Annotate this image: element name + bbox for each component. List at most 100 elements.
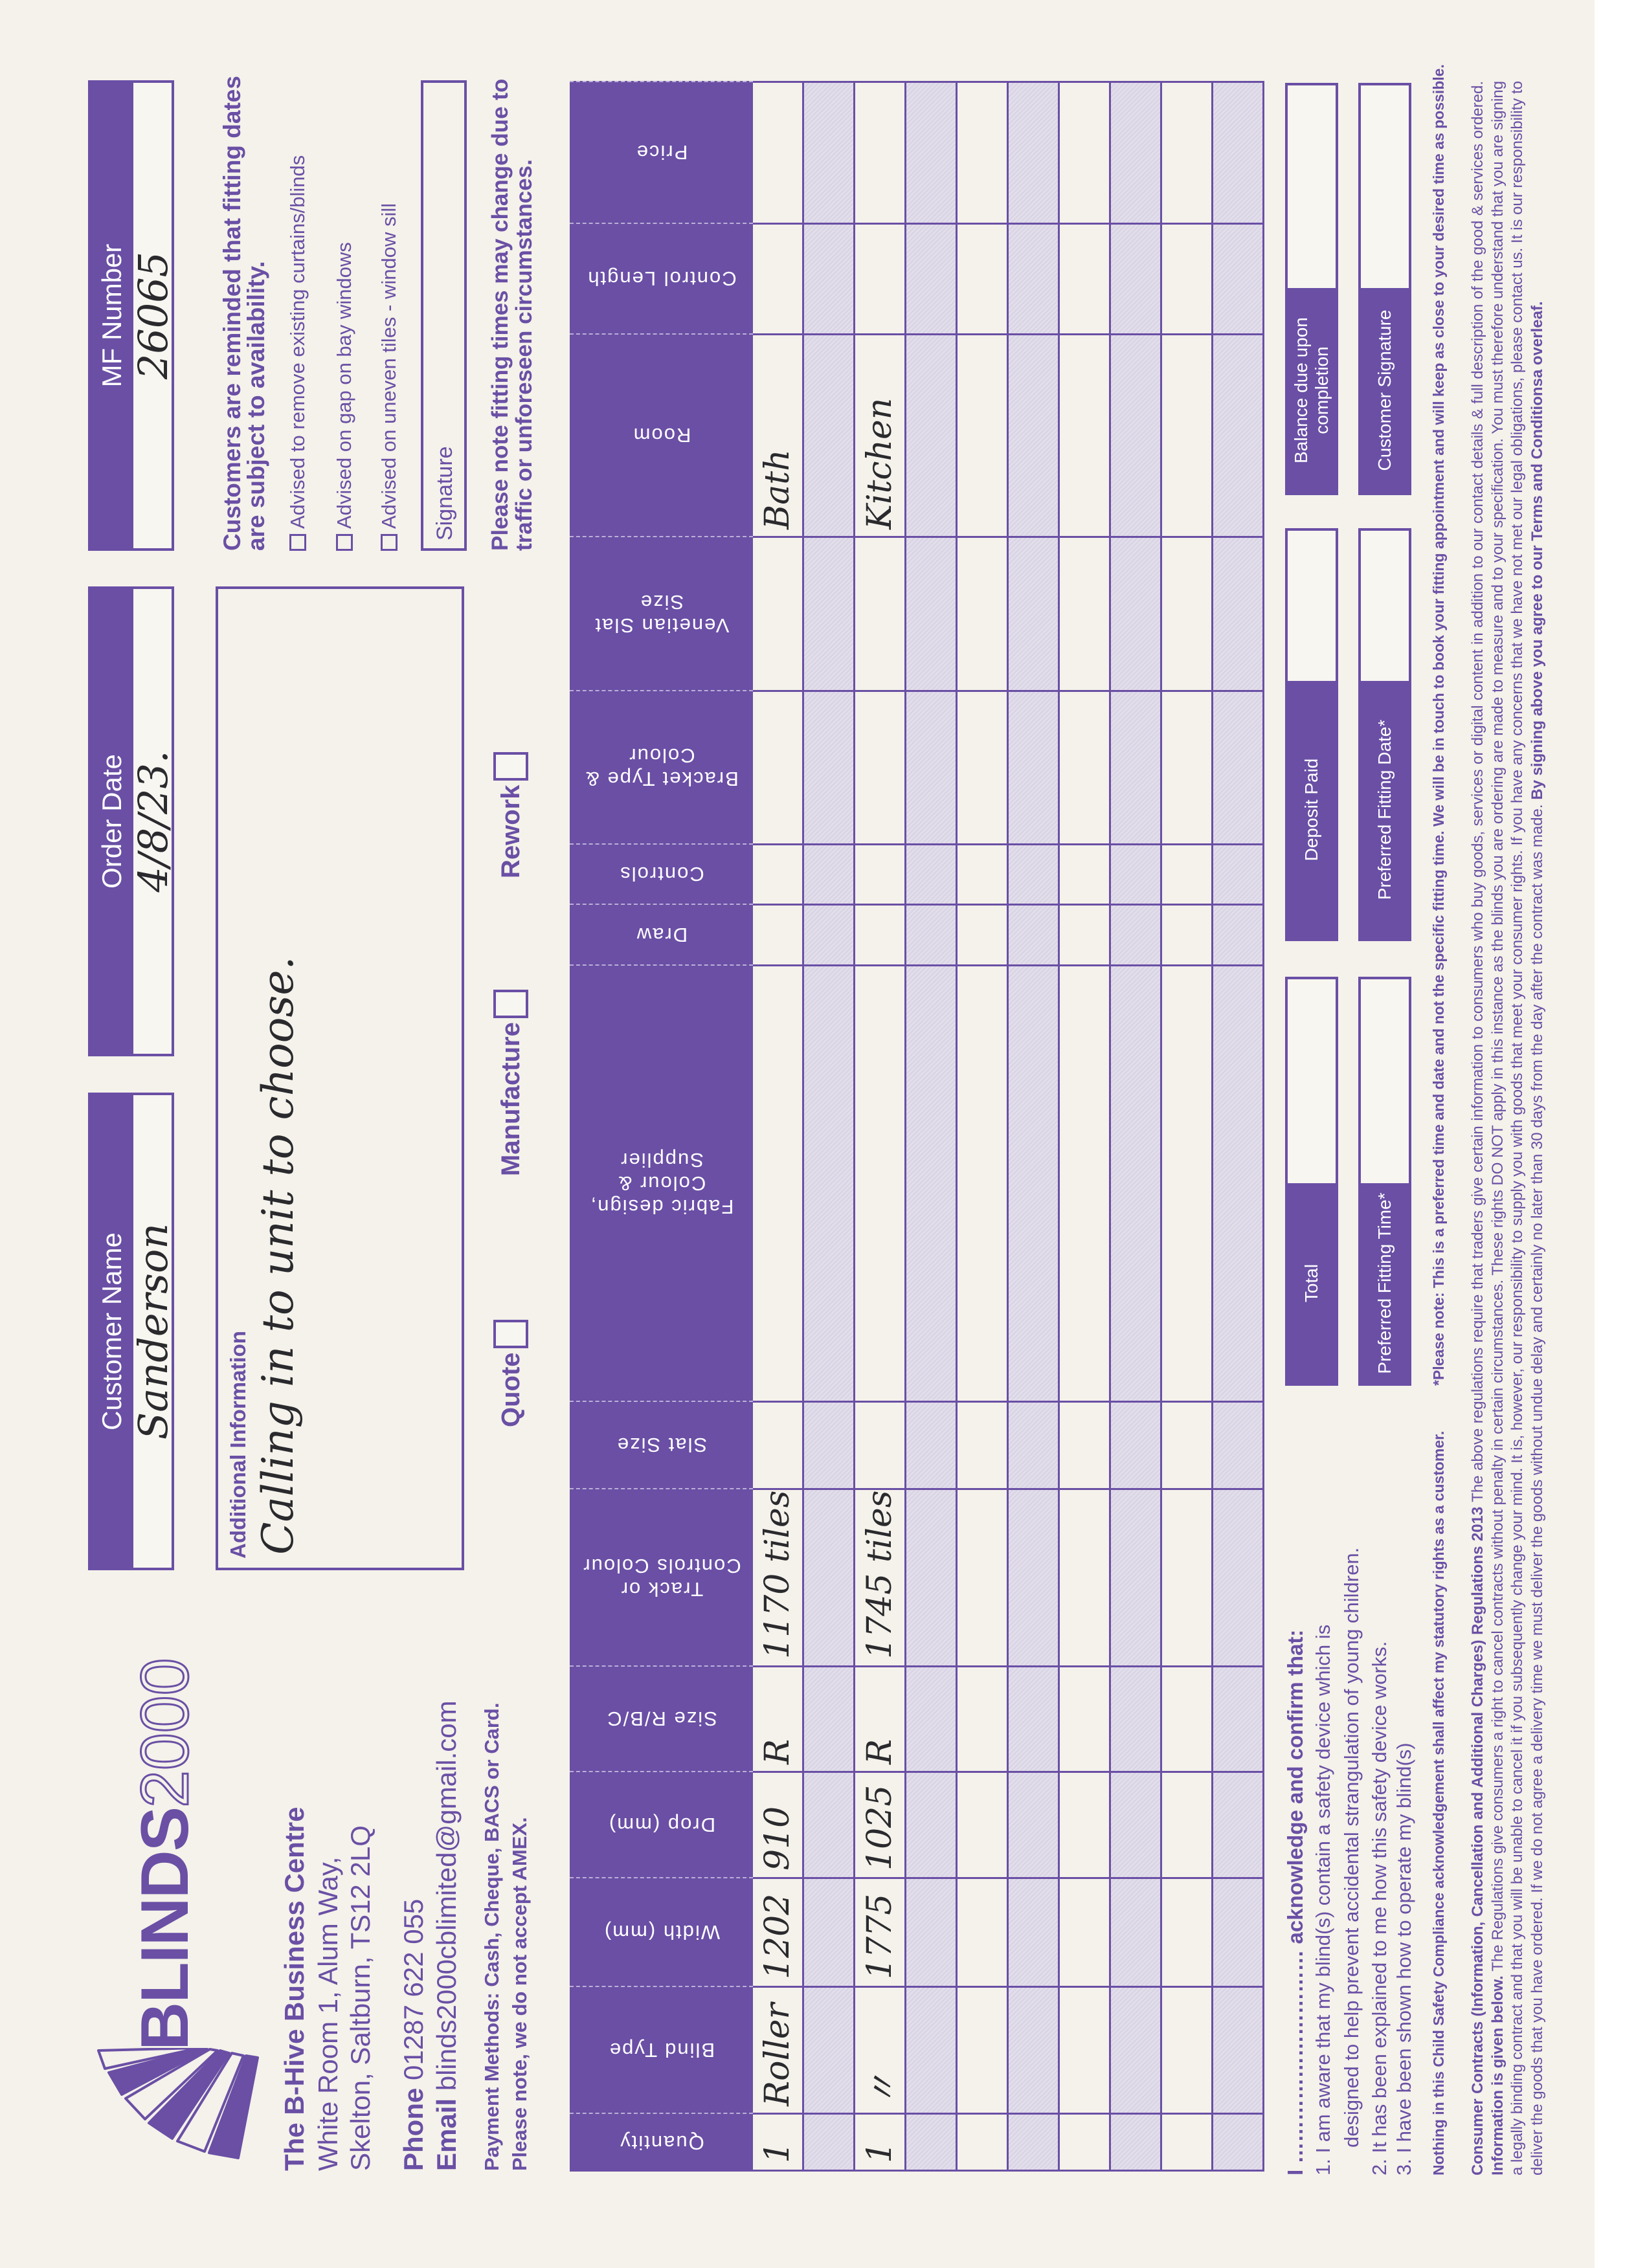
rework-option[interactable]: Rework (489, 752, 532, 878)
table-cell-draw[interactable] (804, 904, 855, 964)
balance-due-value[interactable] (1288, 85, 1336, 288)
table-cell-slat-size[interactable] (804, 1401, 855, 1488)
table-cell-control-length[interactable] (1060, 223, 1111, 333)
table-cell-venetian-slat-size[interactable] (1060, 536, 1111, 690)
table-cell-size-r-b-c[interactable] (958, 1665, 1009, 1771)
table-cell-width-mm[interactable] (1111, 1877, 1162, 1986)
table-cell-venetian-slat-size[interactable] (1111, 536, 1162, 690)
checkbox[interactable] (336, 534, 353, 551)
table-cell-room[interactable] (958, 333, 1009, 536)
preferred-fitting-time-field[interactable]: Preferred Fitting Time* (1358, 977, 1411, 1386)
table-cell-draw[interactable] (1162, 904, 1213, 964)
checklist-item[interactable]: Advised on uneven tiles - window sill (377, 203, 401, 551)
table-cell-quantity[interactable] (1111, 2113, 1162, 2172)
rework-checkbox[interactable] (493, 752, 528, 781)
table-cell-price[interactable] (1009, 81, 1060, 223)
table-cell-width-mm[interactable]: 1775 (855, 1877, 906, 1986)
table-cell-fabric-design-colour-supplier[interactable] (753, 964, 804, 1401)
table-cell-price[interactable] (1162, 81, 1213, 223)
table-cell-blind-type[interactable] (1060, 1986, 1111, 2113)
table-cell-blind-type[interactable] (958, 1986, 1009, 2113)
table-cell-quantity[interactable] (1162, 2113, 1213, 2172)
additional-info-value[interactable]: Calling in to unit to choose. (253, 956, 303, 1555)
table-cell-blind-type[interactable] (1162, 1986, 1213, 2113)
table-cell-size-r-b-c[interactable] (1060, 1665, 1111, 1771)
table-cell-control-length[interactable] (1213, 223, 1264, 333)
table-cell-fabric-design-colour-supplier[interactable] (1213, 964, 1264, 1401)
table-cell-bracket-type-colour[interactable] (1060, 690, 1111, 843)
table-cell-venetian-slat-size[interactable] (753, 536, 804, 690)
table-cell-track-or-controls-colour[interactable]: 1745 tiles (855, 1488, 906, 1665)
table-cell-quantity[interactable]: 1 (855, 2113, 906, 2172)
table-cell-slat-size[interactable] (753, 1401, 804, 1488)
table-cell-controls[interactable] (906, 843, 958, 904)
table-cell-draw[interactable] (1009, 904, 1060, 964)
table-cell-size-r-b-c[interactable] (804, 1665, 855, 1771)
table-cell-drop-mm[interactable] (1111, 1771, 1162, 1877)
table-cell-drop-mm[interactable] (1162, 1771, 1213, 1877)
table-cell-slat-size[interactable] (958, 1401, 1009, 1488)
table-cell-controls[interactable] (1060, 843, 1111, 904)
table-cell-room[interactable]: Kitchen (855, 333, 906, 536)
table-cell-venetian-slat-size[interactable] (1009, 536, 1060, 690)
table-cell-controls[interactable] (1111, 843, 1162, 904)
table-cell-blind-type[interactable] (906, 1986, 958, 2113)
table-cell-slat-size[interactable] (1111, 1401, 1162, 1488)
table-cell-drop-mm[interactable] (804, 1771, 855, 1877)
table-cell-width-mm[interactable] (1060, 1877, 1111, 1986)
table-cell-size-r-b-c[interactable] (1111, 1665, 1162, 1771)
table-cell-width-mm[interactable] (958, 1877, 1009, 1986)
table-cell-quantity[interactable] (906, 2113, 958, 2172)
table-cell-draw[interactable] (855, 904, 906, 964)
table-cell-drop-mm[interactable] (906, 1771, 958, 1877)
quote-checkbox[interactable] (493, 1320, 528, 1349)
table-cell-room[interactable] (906, 333, 958, 536)
table-cell-bracket-type-colour[interactable] (1162, 690, 1213, 843)
table-cell-control-length[interactable] (1162, 223, 1213, 333)
table-cell-bracket-type-colour[interactable] (1111, 690, 1162, 843)
table-cell-price[interactable] (1060, 81, 1111, 223)
table-cell-price[interactable] (804, 81, 855, 223)
table-cell-draw[interactable] (1111, 904, 1162, 964)
table-cell-room[interactable] (1111, 333, 1162, 536)
manufacture-checkbox[interactable] (493, 990, 528, 1019)
table-cell-fabric-design-colour-supplier[interactable] (1111, 964, 1162, 1401)
table-cell-drop-mm[interactable] (1009, 1771, 1060, 1877)
table-cell-blind-type[interactable] (804, 1986, 855, 2113)
table-cell-controls[interactable] (1213, 843, 1264, 904)
table-cell-control-length[interactable] (1111, 223, 1162, 333)
table-cell-width-mm[interactable] (804, 1877, 855, 1986)
preferred-fitting-date-value[interactable] (1361, 531, 1409, 681)
table-cell-track-or-controls-colour[interactable] (1213, 1488, 1264, 1665)
table-cell-width-mm[interactable] (1162, 1877, 1213, 1986)
quote-option[interactable]: Quote (489, 1320, 532, 1427)
table-cell-slat-size[interactable] (1213, 1401, 1264, 1488)
table-cell-venetian-slat-size[interactable] (855, 536, 906, 690)
signature-field[interactable]: Signature (421, 80, 467, 551)
deposit-paid-field[interactable]: Deposit Paid (1285, 528, 1338, 941)
table-cell-track-or-controls-colour[interactable] (1009, 1488, 1060, 1665)
table-cell-price[interactable] (855, 81, 906, 223)
table-cell-blind-type[interactable]: 〃 (855, 1986, 906, 2113)
table-cell-control-length[interactable] (906, 223, 958, 333)
table-cell-price[interactable] (1213, 81, 1264, 223)
table-cell-venetian-slat-size[interactable] (1162, 536, 1213, 690)
table-cell-size-r-b-c[interactable] (906, 1665, 958, 1771)
table-cell-controls[interactable] (753, 843, 804, 904)
table-cell-control-length[interactable] (804, 223, 855, 333)
table-cell-draw[interactable] (1213, 904, 1264, 964)
table-cell-price[interactable] (753, 81, 804, 223)
checkbox[interactable] (289, 534, 306, 551)
table-cell-blind-type[interactable]: Roller (753, 1986, 804, 2113)
table-cell-drop-mm[interactable] (958, 1771, 1009, 1877)
table-cell-quantity[interactable] (1009, 2113, 1060, 2172)
table-cell-slat-size[interactable] (1060, 1401, 1111, 1488)
table-cell-track-or-controls-colour[interactable] (1111, 1488, 1162, 1665)
table-cell-bracket-type-colour[interactable] (1213, 690, 1264, 843)
total-value[interactable] (1288, 979, 1336, 1183)
table-cell-slat-size[interactable] (906, 1401, 958, 1488)
table-cell-fabric-design-colour-supplier[interactable] (958, 964, 1009, 1401)
table-cell-size-r-b-c[interactable] (1009, 1665, 1060, 1771)
deposit-paid-value[interactable] (1288, 531, 1336, 681)
table-cell-slat-size[interactable] (1009, 1401, 1060, 1488)
